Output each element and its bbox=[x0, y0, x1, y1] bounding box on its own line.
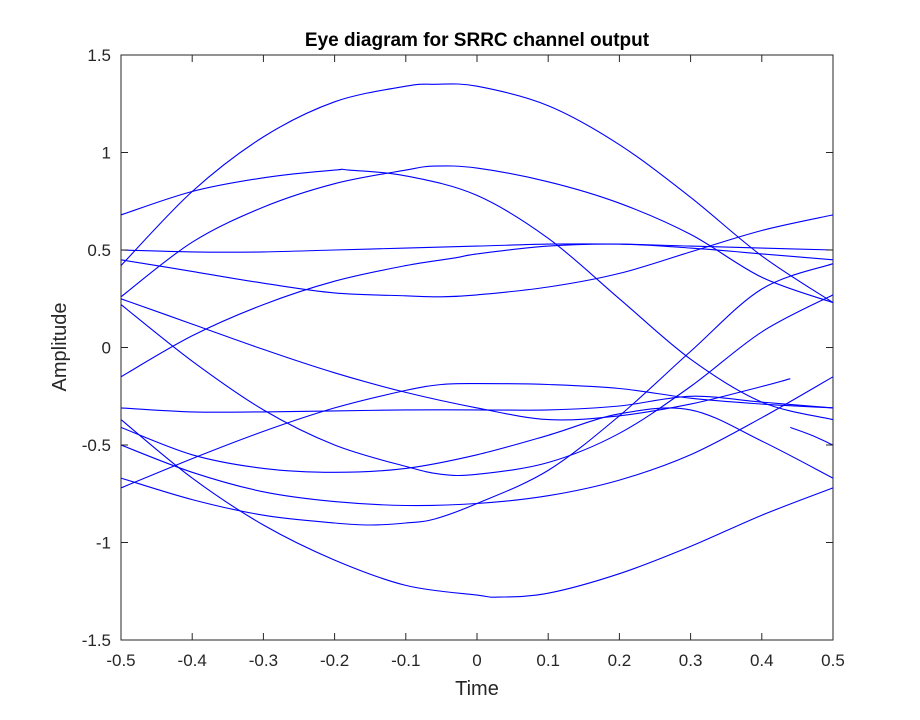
x-axis-label: Time bbox=[455, 678, 499, 700]
plot-area bbox=[120, 54, 834, 641]
x-tick-label: 0.2 bbox=[608, 651, 632, 670]
eye-trace-15 bbox=[790, 426, 834, 446]
eye-trace-4 bbox=[120, 168, 834, 421]
chart-title: Eye diagram for SRRC channel output bbox=[305, 30, 650, 51]
x-tick-label: 0.1 bbox=[536, 651, 560, 670]
y-tick-label: -1.5 bbox=[82, 631, 111, 650]
eye-trace-3 bbox=[120, 165, 834, 304]
eye-trace-10 bbox=[120, 395, 834, 413]
y-tick-label: 1.5 bbox=[87, 46, 111, 65]
eye-trace-11 bbox=[120, 383, 834, 489]
eye-trace-9 bbox=[120, 298, 791, 421]
series-layer bbox=[120, 83, 834, 598]
y-tick-label: -0.5 bbox=[82, 436, 111, 455]
x-tick-label: -0.1 bbox=[391, 651, 420, 670]
y-tick-label: 0 bbox=[102, 339, 111, 358]
eye-trace-2 bbox=[120, 419, 834, 598]
eye-trace-7 bbox=[120, 243, 834, 378]
x-tick-label: 0 bbox=[472, 651, 481, 670]
eye-trace-14 bbox=[120, 407, 834, 479]
x-tick-label: 0.5 bbox=[821, 651, 845, 670]
eye-trace-1 bbox=[120, 83, 834, 304]
eye-trace-13 bbox=[120, 263, 834, 526]
tick-layer: -0.5 -0.4 -0.3 -0.2 -0.1 0 0.1 0.2 0.3 0.4 0.5 -1.5… bbox=[82, 46, 845, 670]
x-tick-label: -0.5 bbox=[106, 651, 135, 670]
y-axis-label: Amplitude bbox=[49, 303, 71, 392]
x-tick-label: -0.2 bbox=[320, 651, 349, 670]
x-tick-label: 0.4 bbox=[750, 651, 774, 670]
eye-trace-8 bbox=[120, 294, 834, 477]
x-tick-label: 0.3 bbox=[679, 651, 703, 670]
x-tick-label: -0.3 bbox=[249, 651, 278, 670]
y-tick-label: 0.5 bbox=[87, 241, 111, 260]
x-tick-label: -0.4 bbox=[178, 651, 207, 670]
y-tick-label: 1 bbox=[102, 144, 111, 163]
y-tick-label: -1 bbox=[96, 534, 111, 553]
eye-trace-5 bbox=[120, 243, 834, 253]
